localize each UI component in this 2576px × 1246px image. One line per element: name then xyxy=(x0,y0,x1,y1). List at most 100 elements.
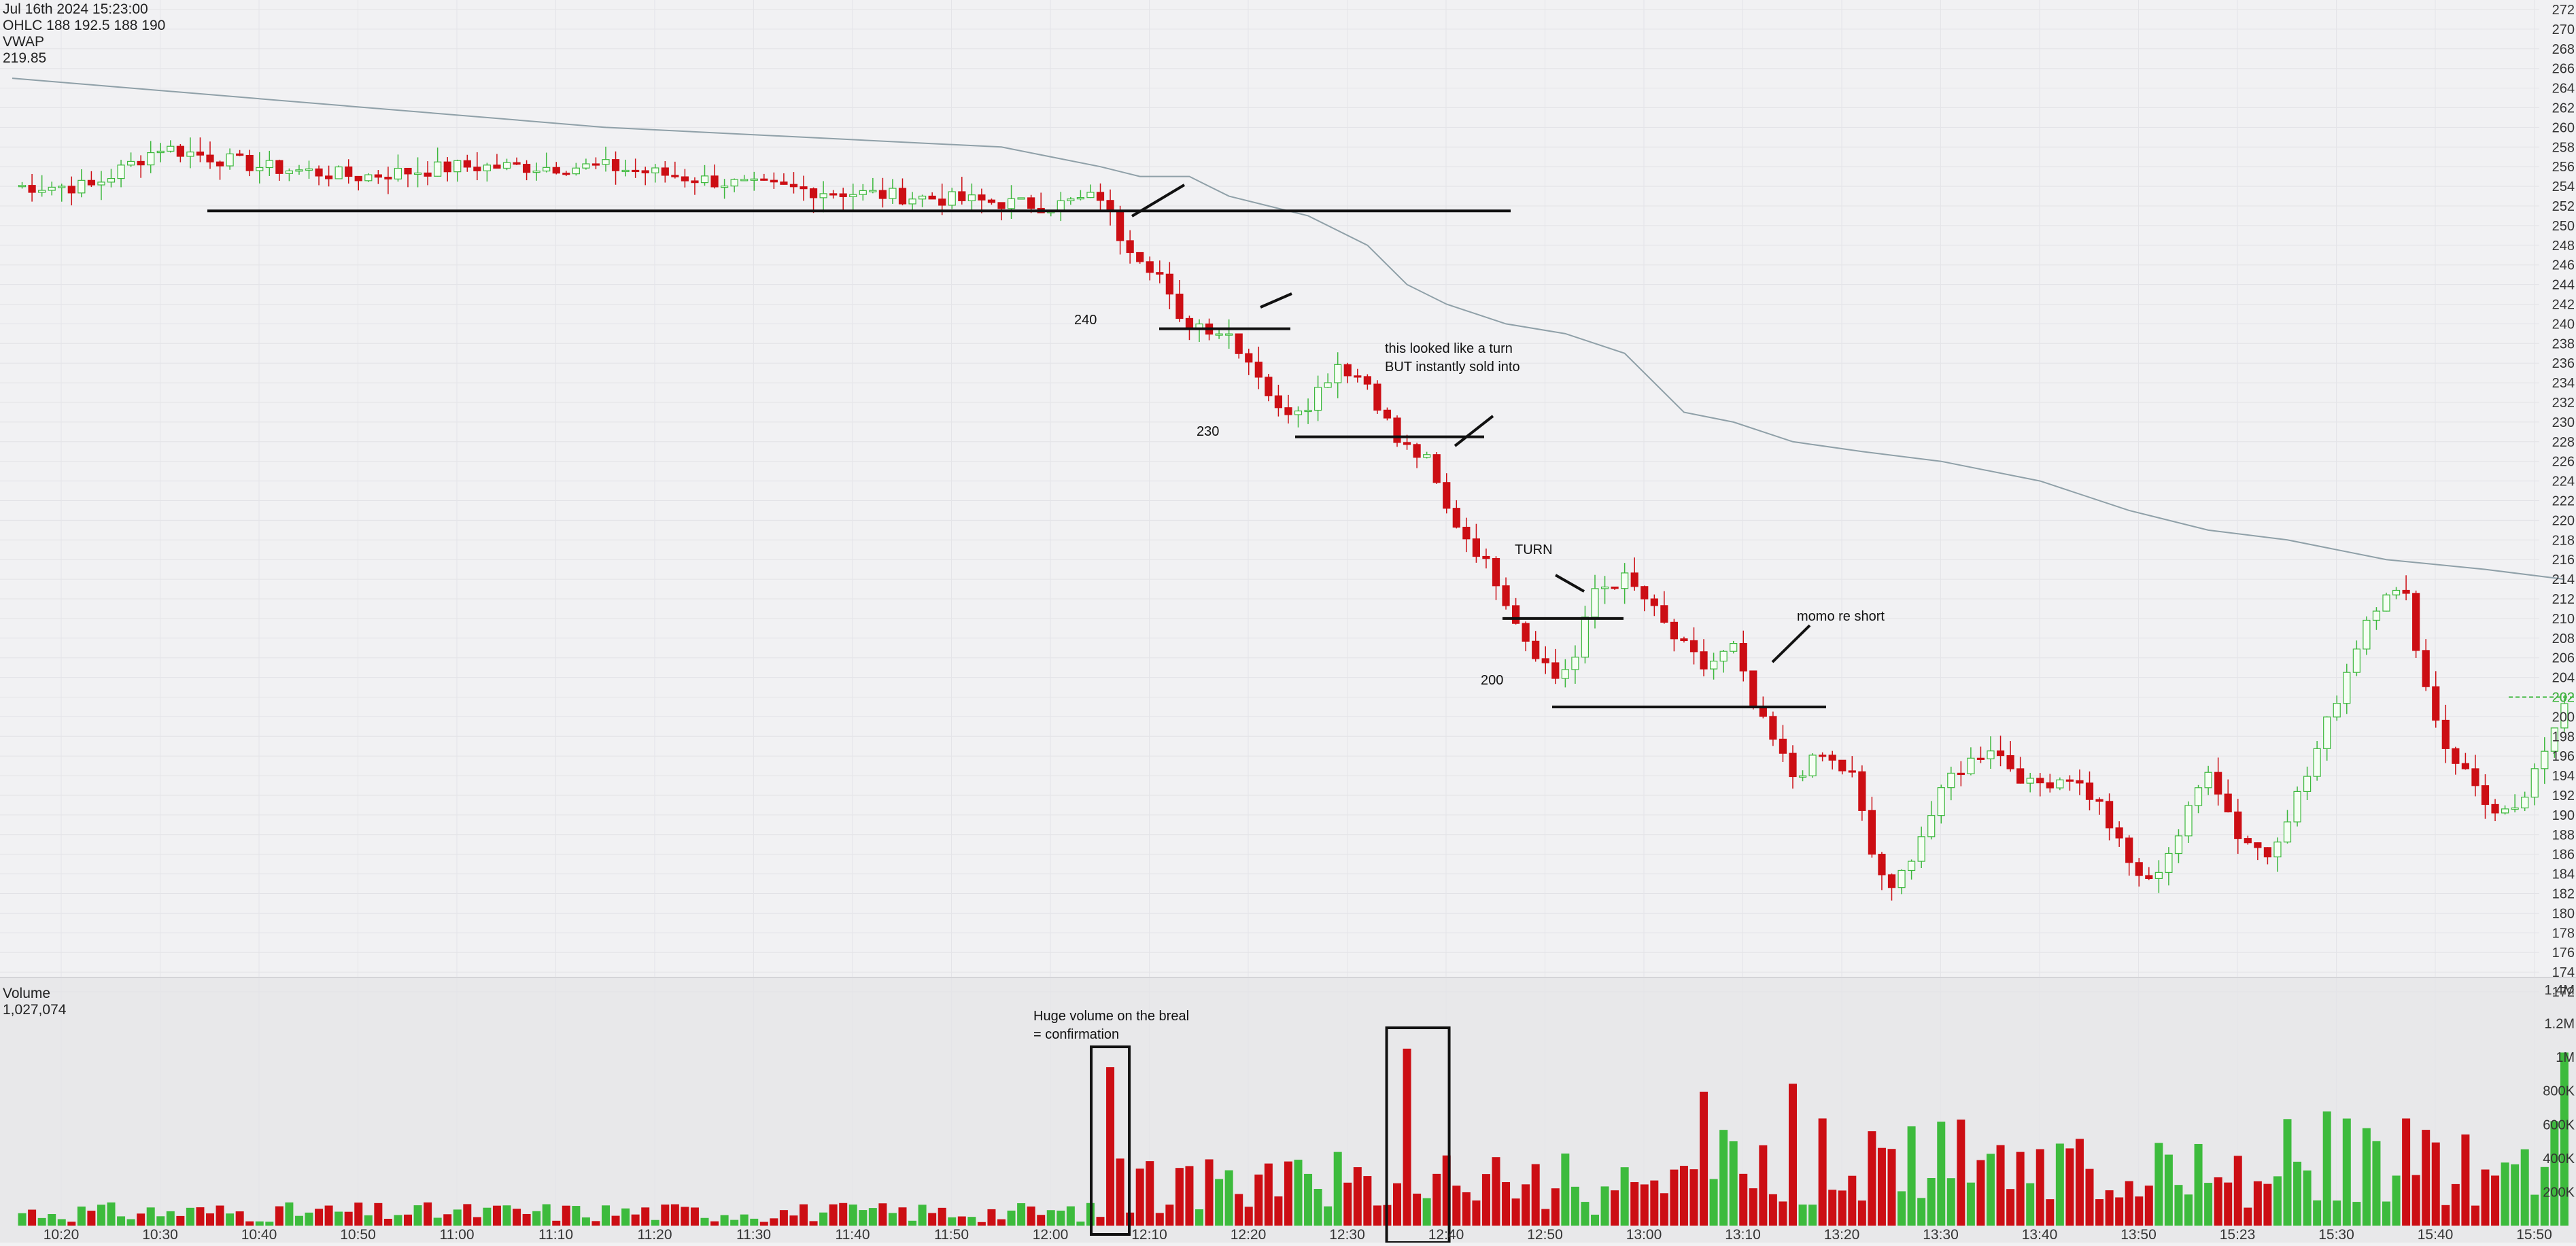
level-230-label: 230 xyxy=(1197,424,1220,439)
candle-body xyxy=(394,167,402,179)
time-axis: 10:20 10:30 10:40 10:50 11:00 11:10 11:20 11:30… xyxy=(44,1227,2552,1243)
time-tick-label: 11:30 xyxy=(736,1227,771,1243)
time-tick-label: 10:40 xyxy=(241,1227,277,1243)
legend-ohlc: OHLC 188 192.5 188 190 xyxy=(3,18,166,33)
volume-bar xyxy=(2511,1164,2520,1226)
candle-body xyxy=(2323,716,2331,749)
candle-body xyxy=(1383,409,1392,419)
volume-bar xyxy=(255,1221,264,1226)
candle-body xyxy=(1581,617,1590,658)
volume-bar xyxy=(1759,1145,1768,1226)
volume-bar xyxy=(1324,1206,1333,1226)
candle-body xyxy=(1403,442,1411,445)
candle-body xyxy=(591,163,600,166)
volume-bar xyxy=(1481,1174,1490,1226)
candle-body xyxy=(1769,716,1777,740)
candle-body xyxy=(1017,197,1025,200)
candle-body xyxy=(28,185,36,193)
price-tick-label: 214 xyxy=(2552,572,2575,587)
volume-bar xyxy=(1106,1067,1115,1226)
price-tick-label: 182 xyxy=(2552,887,2575,902)
price-tick-label: 196 xyxy=(2552,749,2575,764)
candle-body xyxy=(671,175,679,177)
candle-body xyxy=(2125,837,2133,863)
candle-body xyxy=(137,160,145,166)
time-tick-label: 13:10 xyxy=(1725,1227,1761,1243)
candle-body xyxy=(206,154,214,162)
volume-bar xyxy=(928,1213,937,1226)
candle-body xyxy=(334,166,343,179)
volume-bar xyxy=(789,1215,798,1226)
candle-body xyxy=(2214,772,2222,795)
candle-body xyxy=(1937,787,1945,816)
candle-body xyxy=(1670,621,1678,640)
candle-body xyxy=(1482,555,1490,559)
turn-label: TURN xyxy=(1515,542,1553,557)
candle-body xyxy=(315,168,323,177)
candle-body xyxy=(562,173,570,175)
volume-bar xyxy=(1274,1196,1283,1226)
volume-bar xyxy=(1373,1205,1381,1226)
annotation-arrow xyxy=(1260,292,1292,309)
volume-bar xyxy=(2283,1119,2292,1226)
volume-note-line2: = confirmation xyxy=(1033,1027,1120,1042)
candle-body xyxy=(493,165,501,169)
time-tick-label: 13:20 xyxy=(1824,1227,1860,1243)
vwap-polyline xyxy=(12,77,2565,581)
candle-body xyxy=(849,194,857,197)
time-tick-label: 11:40 xyxy=(836,1227,870,1243)
volume-bar xyxy=(2253,1181,2262,1226)
candle-body xyxy=(1532,640,1540,659)
time-tick-label: 12:00 xyxy=(1033,1227,1069,1243)
candle-body xyxy=(167,145,175,152)
candle-body xyxy=(2432,686,2440,721)
volume-bar xyxy=(987,1209,996,1226)
time-tick-label: 12:50 xyxy=(1527,1227,1563,1243)
candle-body xyxy=(384,177,392,179)
volume-bar xyxy=(285,1202,294,1226)
price-tick-label: 236 xyxy=(2552,356,2575,371)
volume-bar xyxy=(690,1207,699,1226)
price-tick-label: 192 xyxy=(2552,789,2575,803)
price-tick-label: 188 xyxy=(2552,828,2575,843)
candle-body xyxy=(878,190,887,199)
annotation-arrow xyxy=(1555,574,1585,593)
volume-bar xyxy=(87,1211,96,1226)
volume-tick-label: 400K xyxy=(2543,1152,2575,1166)
candle-body xyxy=(1116,210,1124,241)
volume-bar xyxy=(1976,1160,1985,1226)
candle-body xyxy=(1819,755,1827,757)
volume-bar xyxy=(641,1207,650,1226)
candle-body xyxy=(1096,192,1105,201)
candle-body xyxy=(325,175,333,179)
volume-bar xyxy=(1185,1166,1194,1226)
volume-bar xyxy=(424,1202,432,1226)
candle-body xyxy=(2006,755,2014,769)
price-tick-label: 272 xyxy=(2552,3,2575,18)
candle-body xyxy=(1689,640,1698,653)
volume-bar xyxy=(848,1204,857,1226)
time-tick-label: 11:20 xyxy=(638,1227,672,1243)
volume-bar xyxy=(2263,1183,2272,1226)
candle-body xyxy=(1561,669,1569,679)
price-tick-label: 218 xyxy=(2552,533,2575,548)
volume-bar xyxy=(433,1217,442,1226)
price-tick-label: 200 xyxy=(2552,710,2575,725)
volume-bar xyxy=(591,1221,600,1226)
price-tick-label: 266 xyxy=(2552,62,2575,77)
candle-body xyxy=(443,161,451,173)
candle-body xyxy=(2402,589,2410,594)
candle-body xyxy=(2244,837,2252,844)
volume-bar xyxy=(57,1219,66,1226)
volume-bar xyxy=(1739,1173,1748,1226)
volume-value: 1,027,074 xyxy=(3,1002,67,1018)
candle-body xyxy=(2560,703,2569,729)
candle-body xyxy=(522,164,531,173)
candle-body xyxy=(1887,874,1896,888)
candle-body xyxy=(2263,847,2271,858)
price-tick-label: 238 xyxy=(2552,336,2575,351)
candle-body xyxy=(1660,605,1668,623)
candle-body xyxy=(2095,799,2103,802)
volume-bar xyxy=(265,1222,274,1226)
